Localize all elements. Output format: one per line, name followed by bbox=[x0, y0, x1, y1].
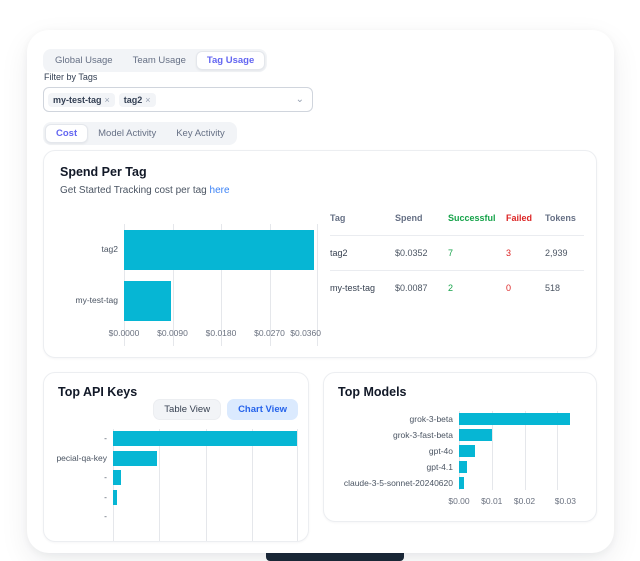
bar-model bbox=[459, 429, 492, 441]
table-row: tag2 $0.0352 7 3 2,939 bbox=[330, 235, 584, 271]
bar-model bbox=[459, 461, 468, 473]
cell-successful: 7 bbox=[448, 235, 506, 271]
cell-tokens: 518 bbox=[545, 270, 584, 305]
y-label: gpt-4o bbox=[428, 446, 453, 456]
main-panel: Global Usage Team Usage Tag Usage Filter… bbox=[27, 30, 614, 553]
tab-global-usage[interactable]: Global Usage bbox=[55, 55, 113, 66]
table-row: my-test-tag $0.0087 2 0 518 bbox=[330, 270, 584, 305]
bar-api-key bbox=[113, 470, 122, 486]
top-models-card: Top Models grok-3-beta grok-3-fast-beta … bbox=[323, 372, 597, 522]
col-spend: Spend bbox=[395, 213, 423, 223]
chevron-down-icon[interactable]: ⌄ bbox=[295, 93, 304, 105]
x-tick: $0.03 bbox=[554, 496, 576, 506]
spend-per-tag-subtitle: Get Started Tracking cost per tag here bbox=[60, 185, 230, 196]
x-axis-labels: $0.00 $0.01 $0.02 $0.03 bbox=[448, 494, 576, 506]
bar-api-key bbox=[113, 431, 298, 447]
tag-filter-select[interactable]: my-test-tag × tag2 × ⌄ bbox=[43, 87, 313, 112]
tag-chip[interactable]: my-test-tag × bbox=[48, 92, 115, 107]
plot-area: $0.0000 $0.0090 $0.0180 $0.0270 $0.0360 bbox=[109, 224, 321, 346]
cell-failed: 0 bbox=[506, 270, 545, 305]
tag-chip[interactable]: tag2 × bbox=[118, 92, 156, 107]
tab-model-activity[interactable]: Model Activity bbox=[98, 128, 157, 139]
y-label: gpt-4.1 bbox=[426, 462, 453, 472]
spend-per-tag-card: Spend Per Tag Get Started Tracking cost … bbox=[43, 150, 597, 358]
y-label: pecial-qa-key bbox=[56, 452, 107, 463]
bar-model bbox=[459, 445, 476, 457]
x-tick: $0.0360 bbox=[290, 328, 321, 338]
top-api-keys-card: Top API Keys Table View Chart View - pec… bbox=[43, 372, 309, 542]
remove-tag-icon[interactable]: × bbox=[145, 94, 151, 105]
tab-cost[interactable]: Cost bbox=[45, 124, 89, 143]
y-label: - bbox=[104, 511, 107, 521]
view-toggle: Table View Chart View bbox=[153, 399, 298, 420]
tab-key-activity[interactable]: Key Activity bbox=[176, 128, 225, 139]
metric-tab-group: Cost Model Activity Key Activity bbox=[43, 122, 237, 145]
bar-model bbox=[459, 477, 465, 489]
top-models-chart: grok-3-beta grok-3-fast-beta gpt-4o gpt-… bbox=[332, 411, 576, 508]
spend-per-tag-title: Spend Per Tag bbox=[60, 165, 147, 179]
y-label: - bbox=[104, 472, 107, 482]
x-tick: $0.0270 bbox=[254, 328, 285, 338]
y-axis-labels: grok-3-beta grok-3-fast-beta gpt-4o gpt-… bbox=[332, 411, 459, 508]
bar-api-key bbox=[113, 489, 117, 505]
y-axis-labels: tag2 my-test-tag bbox=[52, 224, 124, 346]
cell-tag: my-test-tag bbox=[330, 270, 395, 305]
subtitle-text: Get Started Tracking cost per tag bbox=[60, 185, 210, 196]
cell-spend: $0.0087 bbox=[395, 270, 448, 305]
usage-tab-group: Global Usage Team Usage Tag Usage bbox=[43, 49, 268, 72]
col-successful: Successful bbox=[448, 213, 496, 223]
x-tick: $0.0180 bbox=[205, 328, 237, 338]
tab-tag-usage[interactable]: Tag Usage bbox=[195, 51, 266, 70]
tag-stats-table: Tag Spend Successful Failed Tokens tag2 … bbox=[330, 209, 584, 305]
remove-tag-icon[interactable]: × bbox=[104, 94, 110, 105]
cell-tokens: 2,939 bbox=[545, 235, 584, 271]
filter-by-tags-label: Filter by Tags bbox=[44, 72, 98, 82]
col-tag: Tag bbox=[330, 213, 346, 223]
bar-model bbox=[459, 413, 571, 425]
cell-failed: 3 bbox=[506, 235, 545, 271]
tab-team-usage[interactable]: Team Usage bbox=[132, 55, 186, 66]
y-label: - bbox=[104, 491, 107, 502]
tag-chip-label: my-test-tag bbox=[53, 94, 102, 105]
y-label: - bbox=[104, 433, 107, 443]
get-started-link[interactable]: here bbox=[209, 185, 230, 196]
x-tick: $0.01 bbox=[481, 496, 503, 506]
bar-my-test-tag bbox=[124, 280, 171, 321]
y-label: my-test-tag bbox=[75, 295, 118, 305]
y-axis-labels: - pecial-qa-key - - - bbox=[56, 429, 113, 541]
x-tick: $0.0090 bbox=[157, 328, 188, 338]
y-label: grok-3-fast-beta bbox=[393, 430, 453, 440]
x-tick: $0.02 bbox=[513, 496, 536, 506]
plot-area: $0.00 $0.01 $0.02 $0.03 bbox=[448, 411, 576, 508]
cell-successful: 2 bbox=[448, 270, 506, 305]
cell-tag: tag2 bbox=[330, 235, 395, 271]
table-header-row: Tag Spend Successful Failed Tokens bbox=[330, 209, 584, 236]
top-api-keys-chart: - pecial-qa-key - - - bbox=[56, 429, 298, 541]
x-tick: $0.0000 bbox=[108, 328, 140, 338]
bar-tag2 bbox=[124, 229, 314, 270]
y-label: grok-3-beta bbox=[409, 414, 453, 424]
tag-chip-label: tag2 bbox=[123, 94, 143, 105]
x-axis-labels: $0.0000 $0.0090 $0.0180 $0.0270 $0.0360 bbox=[109, 326, 321, 338]
y-label: tag2 bbox=[101, 244, 118, 254]
spend-per-tag-chart: tag2 my-test-tag $0.0000 $0.0090 $0.0180… bbox=[52, 224, 321, 346]
y-label: claude-3-5-sonnet-20240620 bbox=[343, 478, 453, 488]
table-view-button[interactable]: Table View bbox=[153, 399, 222, 420]
x-tick: $0.00 bbox=[448, 496, 470, 506]
col-tokens: Tokens bbox=[545, 213, 576, 223]
col-failed: Failed bbox=[506, 213, 533, 223]
top-api-keys-title: Top API Keys bbox=[58, 385, 138, 399]
plot-area bbox=[113, 429, 298, 541]
cell-spend: $0.0352 bbox=[395, 235, 448, 271]
bar-api-key bbox=[113, 450, 158, 466]
top-models-title: Top Models bbox=[338, 385, 407, 399]
chart-view-button[interactable]: Chart View bbox=[227, 399, 298, 420]
